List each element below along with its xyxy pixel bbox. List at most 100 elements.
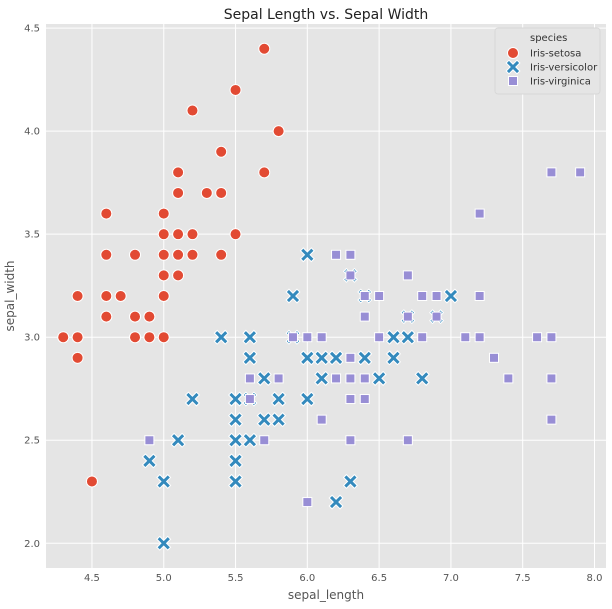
data-point <box>172 186 185 199</box>
data-point <box>414 370 430 386</box>
data-point <box>474 332 485 343</box>
data-point <box>256 370 272 386</box>
data-point <box>402 435 413 446</box>
data-point <box>443 288 459 304</box>
y-tick-label: 3.0 <box>24 333 40 344</box>
data-point <box>258 42 271 55</box>
data-point <box>402 270 413 281</box>
data-point <box>546 373 557 384</box>
data-point <box>129 248 142 261</box>
data-point <box>100 290 113 302</box>
x-axis-ticks: 4.5 5.0 5.5 6.0 6.5 7.0 7.5 8.0 <box>84 573 602 584</box>
data-point <box>170 432 186 448</box>
data-point <box>229 83 242 96</box>
data-point <box>359 373 370 384</box>
data-point <box>186 228 199 241</box>
y-tick-label: 4.0 <box>24 127 40 138</box>
data-point <box>314 370 330 386</box>
data-point <box>100 207 113 220</box>
data-point <box>85 475 98 488</box>
y-tick-label: 4.5 <box>24 24 40 35</box>
data-point <box>242 329 258 345</box>
data-point <box>316 414 327 425</box>
data-point <box>143 310 156 323</box>
x-tick-label: 7.0 <box>443 573 459 584</box>
data-point <box>172 269 185 282</box>
data-point <box>186 104 199 117</box>
data-point <box>546 414 557 425</box>
chart-title: Sepal Length vs. Sepal Width <box>224 7 429 23</box>
data-point <box>184 391 200 407</box>
data-point <box>200 186 213 199</box>
x-tick-label: 5.0 <box>156 573 172 584</box>
legend-box <box>494 27 601 95</box>
legend-title: species <box>530 33 567 44</box>
data-point <box>172 166 185 179</box>
y-axis-ticks: 2.0 2.5 3.0 3.5 4.0 4.5 <box>24 24 40 550</box>
data-point <box>244 373 255 384</box>
data-point <box>287 332 298 343</box>
data-point <box>271 412 287 428</box>
legend: species Iris-setosa Iris-versicolor Iris-v… <box>494 27 601 95</box>
data-point <box>228 432 244 448</box>
data-point <box>328 494 344 510</box>
data-point <box>489 352 499 363</box>
y-tick-label: 3.5 <box>24 230 40 241</box>
data-point <box>503 373 514 384</box>
data-point <box>359 394 370 405</box>
data-point <box>302 497 313 508</box>
legend-label: Iris-setosa <box>530 49 581 60</box>
data-point <box>357 350 373 366</box>
data-point <box>374 291 385 301</box>
data-point <box>299 350 315 366</box>
data-point <box>402 311 413 322</box>
data-point <box>546 332 557 343</box>
x-tick-label: 6.5 <box>371 573 387 584</box>
x-tick-label: 7.5 <box>515 573 531 584</box>
data-point <box>242 350 258 366</box>
data-points <box>57 42 586 551</box>
series-iris-setosa <box>57 42 285 488</box>
plot-area <box>46 24 606 568</box>
data-point <box>144 435 155 446</box>
data-point <box>157 269 170 282</box>
data-point <box>285 288 301 304</box>
data-point <box>129 331 142 344</box>
x-tick-label: 8.0 <box>587 573 603 584</box>
data-point <box>302 332 313 343</box>
data-point <box>271 391 287 407</box>
data-point <box>143 331 156 344</box>
data-point <box>345 373 356 384</box>
data-point <box>417 332 428 343</box>
data-point <box>345 435 356 446</box>
data-point <box>331 373 342 384</box>
data-point <box>385 329 402 345</box>
data-point <box>157 248 170 261</box>
data-point <box>156 535 172 551</box>
data-point <box>359 291 370 301</box>
data-point <box>228 391 244 407</box>
data-point <box>460 332 471 343</box>
data-point <box>299 247 315 263</box>
x-axis-label: sepal_length <box>288 588 364 602</box>
series-iris-virginica <box>144 167 586 508</box>
legend-marker <box>505 59 521 75</box>
data-point <box>228 453 244 469</box>
data-point <box>157 207 170 220</box>
data-point <box>213 329 229 345</box>
data-point <box>359 311 370 322</box>
data-point <box>242 432 258 448</box>
data-point <box>172 228 185 241</box>
data-point <box>229 228 242 241</box>
data-point <box>141 453 157 469</box>
data-point <box>259 435 270 446</box>
data-point <box>186 248 199 261</box>
data-point <box>371 370 387 386</box>
data-point <box>157 228 170 241</box>
data-point <box>228 473 244 489</box>
data-point <box>331 249 342 260</box>
data-point <box>256 412 272 428</box>
data-point <box>474 208 485 219</box>
data-point <box>532 332 543 343</box>
